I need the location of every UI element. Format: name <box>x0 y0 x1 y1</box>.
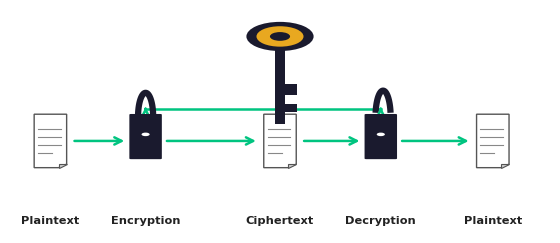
Circle shape <box>246 22 314 51</box>
Polygon shape <box>264 114 296 168</box>
Text: Decryption: Decryption <box>346 216 416 226</box>
Circle shape <box>256 26 304 47</box>
Text: Plaintext: Plaintext <box>21 216 80 226</box>
Bar <box>380 135 382 136</box>
Text: Encryption: Encryption <box>111 216 180 226</box>
Polygon shape <box>501 164 509 168</box>
Polygon shape <box>477 114 509 168</box>
FancyBboxPatch shape <box>129 114 162 159</box>
Circle shape <box>377 133 385 136</box>
Circle shape <box>270 32 290 41</box>
FancyBboxPatch shape <box>365 114 397 159</box>
Bar <box>144 135 147 136</box>
Circle shape <box>142 133 150 136</box>
Polygon shape <box>288 164 296 168</box>
Bar <box>285 84 297 95</box>
Polygon shape <box>58 164 67 168</box>
Bar <box>275 47 285 124</box>
Text: Plaintext: Plaintext <box>464 216 522 226</box>
Text: Ciphertext: Ciphertext <box>246 216 314 226</box>
Polygon shape <box>34 114 67 168</box>
Bar <box>285 104 297 112</box>
